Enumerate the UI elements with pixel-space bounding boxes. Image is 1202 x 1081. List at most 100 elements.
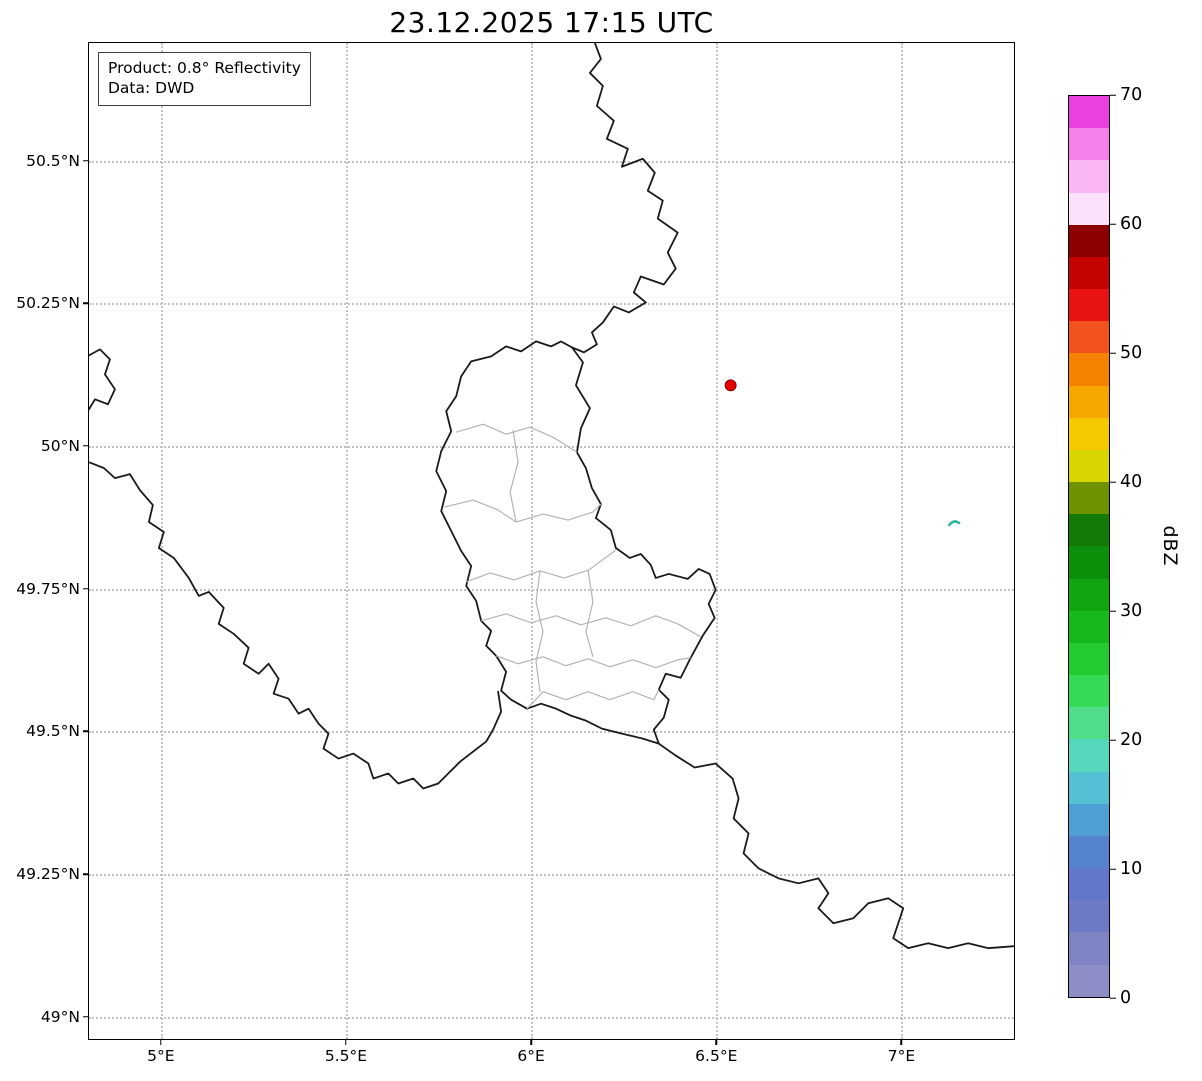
colorbar-tick-mark [1110,481,1116,483]
border-belgium-france [89,461,503,790]
district-border [509,430,519,523]
colorbar-segments [1068,95,1110,998]
colorbar-segment [1069,932,1109,965]
y-axis-tick-label: 49.5°N [26,722,80,741]
colorbar-segment [1069,610,1109,643]
colorbar-segment [1069,224,1109,257]
y-axis-tick-label: 50°N [40,436,80,455]
map-canvas [89,43,1014,950]
x-axis-tick-label: 6°E [517,1047,545,1065]
border-germany-belgium [571,43,679,354]
colorbar-segment [1069,256,1109,290]
x-axis-tick-mark [900,1039,903,1045]
y-axis-tick-mark [83,873,89,875]
colorbar-segment [1069,578,1109,611]
y-axis-tick-mark [83,587,89,590]
district-border [465,549,617,583]
x-axis-tick-mark [160,1039,162,1045]
colorbar-tick-mark [1110,352,1116,354]
colorbar-tick-label: 40 [1120,472,1143,492]
colorbar-tick-mark [1110,997,1116,999]
colorbar-segment [1069,321,1109,354]
gridline-horizontal [89,731,1014,734]
district-border [456,423,578,453]
y-axis-tick-label: 50.5°N [26,151,80,170]
x-axis-tick-mark [530,1039,532,1045]
gridline-horizontal [89,874,1014,877]
district-border [480,613,701,638]
border-luxembourg [435,340,717,745]
colorbar-segment [1069,128,1109,161]
colorbar-segment [1069,739,1109,772]
figure-title: 23.12.2025 17:15 UTC [389,6,714,39]
colorbar: 0 10 20 30 40 50 60 70 [1068,85,1142,1008]
info-data-line: Data: DWD [108,79,195,98]
colorbar-tick-label: 10 [1120,859,1143,879]
y-axis-tick-label: 49.75°N [16,579,80,598]
district-border [585,569,594,657]
x-axis-tick-mark [345,1039,347,1045]
x-axis-tick-label: 5.5°E [324,1047,368,1065]
y-axis-tick-mark [83,730,89,733]
colorbar-segment [1069,900,1109,933]
colorbar-tick-label: 30 [1120,601,1143,621]
y-axis-tick-mark [83,302,89,305]
x-axis-tick-label: 6.5°E [695,1047,738,1065]
y-axis-tick-label: 49°N [40,1007,80,1026]
colorbar-axis-label: dBZ [1159,525,1181,567]
gridline-vertical [716,43,719,1039]
colorbar-segment [1069,835,1109,869]
colorbar-tick-label: 60 [1120,214,1143,234]
info-box: Product: 0.8° Reflectivity Data: DWD [98,52,311,106]
y-axis-tick-mark [83,159,89,162]
radar-site-marker [724,379,737,392]
y-axis-tick-label: 49.25°N [16,865,80,884]
district-border [495,655,691,669]
y-axis-tick-label: 50.25°N [16,294,80,313]
colorbar-tick-label: 50 [1120,343,1143,363]
colorbar-segment [1069,868,1109,901]
colorbar-tick-mark [1110,610,1116,612]
colorbar-tick-label: 70 [1120,85,1143,105]
y-axis-tick-mark [83,1015,89,1018]
colorbar-segment [1069,642,1109,676]
colorbar-segment [1069,675,1109,708]
colorbar-tick-mark [1110,223,1116,225]
district-border [535,570,544,692]
colorbar-tick-mark [1110,868,1116,870]
colorbar-segment [1069,449,1109,483]
colorbar-segment [1069,289,1109,322]
colorbar-tick-label: 0 [1120,988,1132,1008]
gridline-horizontal [89,445,1014,448]
colorbar-segment [1069,514,1109,547]
district-borders [444,423,701,710]
colorbar-segment [1069,707,1109,740]
colorbar-segment [1069,771,1109,804]
colorbar-segment [1069,192,1109,225]
x-axis-tick-mark [715,1039,718,1045]
plot-area: Product: 0.8° Reflectivity Data: DWD 50.… [16,42,1015,1065]
colorbar-tick-label: 20 [1120,730,1143,750]
y-axis-tick-mark [83,445,89,447]
radar-echo [947,520,961,527]
colorbar-segment [1069,160,1109,193]
gridline-horizontal [89,588,1014,591]
gridline-vertical [531,43,534,1039]
colorbar-segment [1069,482,1109,515]
gridline-horizontal [89,303,1014,306]
colorbar-segment [1069,546,1109,579]
x-axis-tick-label: 7°E [887,1047,916,1065]
colorbar-segment [1069,417,1109,450]
colorbar-segment [1069,964,1109,997]
gridline-horizontal [89,160,1014,163]
border-france-germany [657,742,1014,950]
district-border [526,689,660,710]
colorbar-segment [1069,803,1109,836]
colorbar-ticks: 0 10 20 30 40 50 60 70 [1068,85,1142,1008]
info-product-line: Product: 0.8° Reflectivity [108,59,301,77]
colorbar-segment [1069,353,1109,386]
gridline-vertical [901,43,904,1039]
colorbar-tick-mark [1110,739,1116,741]
country-borders [89,43,1014,950]
